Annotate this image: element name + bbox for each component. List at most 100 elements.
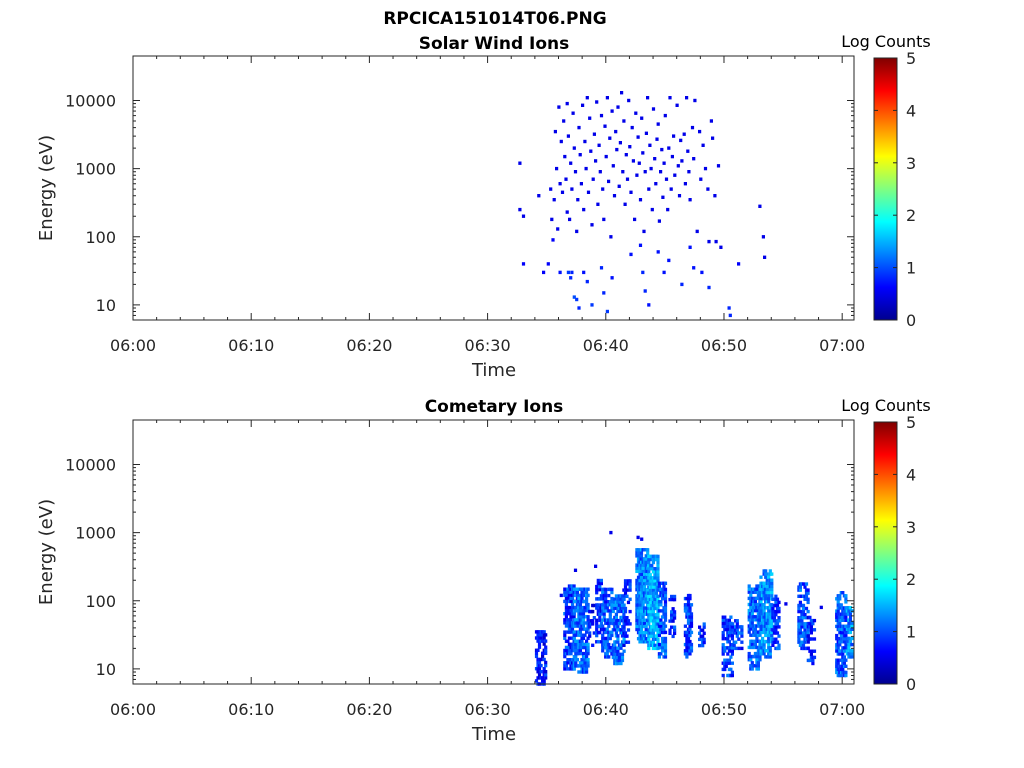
heatmap-cell: [651, 107, 656, 111]
heatmap-cell: [847, 646, 851, 650]
heatmap-cell: [544, 648, 548, 652]
heatmap-cell: [839, 637, 843, 641]
heatmap-cell: [683, 624, 687, 628]
heatmap-cell: [651, 613, 655, 617]
heatmap-cell: [578, 627, 582, 631]
heatmap-cell: [772, 616, 776, 620]
heatmap-cell: [806, 637, 810, 641]
heatmap-cell: [664, 177, 669, 181]
heatmap-cell: [657, 633, 661, 638]
heatmap-cell: [663, 624, 668, 628]
heatmap-cell: [673, 628, 677, 632]
heatmap-cell: [586, 661, 590, 665]
heatmap-cell: [598, 624, 602, 629]
heatmap-cell: [639, 584, 644, 589]
heatmap-cell: [566, 639, 570, 643]
heatmap-cell: [730, 637, 734, 641]
heatmap-cell: [610, 590, 614, 595]
heatmap-cell: [689, 624, 694, 628]
heatmap-cell: [619, 661, 623, 666]
heatmap-cell: [775, 603, 780, 608]
heatmap-cell: [638, 603, 642, 607]
heatmap-cell: [750, 639, 754, 643]
x-tick-label: 06:30: [465, 700, 511, 719]
heatmap-cell: [762, 652, 766, 656]
heatmap-cell: [731, 628, 735, 632]
heatmap-cell: [643, 633, 647, 638]
heatmap-cell: [730, 673, 734, 678]
heatmap-cell: [586, 190, 591, 194]
heatmap-cell: [572, 636, 576, 640]
colorbar-tick-label: 3: [906, 518, 916, 537]
heatmap-cell: [607, 609, 611, 613]
heatmap-cell: [841, 591, 845, 595]
heatmap-cell: [771, 628, 775, 632]
heatmap-cell: [601, 649, 605, 653]
heatmap-cell: [740, 625, 744, 629]
heatmap-cell: [673, 173, 677, 177]
heatmap-cell: [594, 159, 598, 163]
heatmap-cell: [755, 658, 759, 662]
heatmap-cell: [750, 667, 754, 671]
heatmap-cell: [734, 625, 738, 629]
heatmap-cell: [563, 630, 567, 634]
heatmap-cell: [812, 649, 817, 653]
heatmap-cell: [771, 609, 775, 614]
heatmap-cell: [838, 643, 842, 647]
heatmap-cell: [762, 584, 766, 589]
heatmap-cell: [544, 670, 548, 674]
heatmap-cell: [724, 664, 728, 668]
heatmap-cell: [577, 664, 581, 668]
heatmap-cell: [636, 609, 641, 613]
heatmap-cell: [578, 642, 582, 647]
heatmap-cell: [647, 646, 651, 651]
heatmap-cell: [811, 658, 815, 663]
heatmap-cell: [577, 651, 581, 656]
heatmap-cell: [573, 568, 578, 572]
heatmap-cell: [608, 612, 612, 616]
heatmap-cell: [622, 594, 626, 598]
heatmap-cell: [646, 551, 650, 555]
heatmap-cell: [648, 143, 652, 147]
heatmap-cell: [662, 270, 666, 275]
heatmap-cell: [689, 615, 694, 619]
heatmap-cell: [767, 618, 771, 622]
heatmap-cell: [657, 642, 661, 647]
heatmap-cell: [644, 630, 648, 635]
heatmap-cell: [747, 651, 751, 656]
heatmap-cell: [647, 560, 651, 565]
heatmap-cell: [643, 578, 647, 583]
heatmap-cell: [585, 279, 589, 284]
heatmap-cell: [747, 596, 751, 601]
heatmap-cell: [570, 627, 575, 631]
heatmap-cell: [640, 537, 644, 541]
heatmap-cell: [607, 593, 611, 598]
heatmap-cell: [644, 637, 648, 641]
heatmap-cell: [552, 198, 556, 202]
heatmap-cell: [762, 609, 766, 613]
heatmap-cell: [758, 658, 762, 662]
heatmap-cell: [580, 590, 584, 594]
heatmap-cell: [580, 658, 584, 662]
heatmap-cell: [640, 116, 644, 120]
x-tick-label: 07:00: [819, 336, 865, 355]
heatmap-cell: [604, 606, 608, 610]
heatmap-cell: [761, 630, 765, 635]
heatmap-cell: [639, 594, 644, 598]
heatmap-cell: [784, 602, 788, 606]
colorbar-label: Log Counts: [841, 396, 931, 415]
heatmap-cell: [647, 570, 651, 574]
heatmap-cell: [584, 166, 588, 171]
heatmap-cell: [604, 600, 608, 604]
heatmap-cell: [808, 621, 812, 626]
heatmap-cell: [747, 612, 751, 616]
heatmap-cell: [756, 667, 760, 671]
heatmap-cell: [616, 597, 620, 601]
heatmap-cell: [706, 187, 710, 191]
heatmap-cell: [761, 235, 765, 239]
heatmap-cell: [574, 645, 578, 650]
heatmap-cell: [567, 593, 571, 597]
heatmap-cell: [570, 596, 575, 601]
heatmap-cell: [777, 619, 781, 623]
heatmap-cell: [663, 603, 668, 607]
